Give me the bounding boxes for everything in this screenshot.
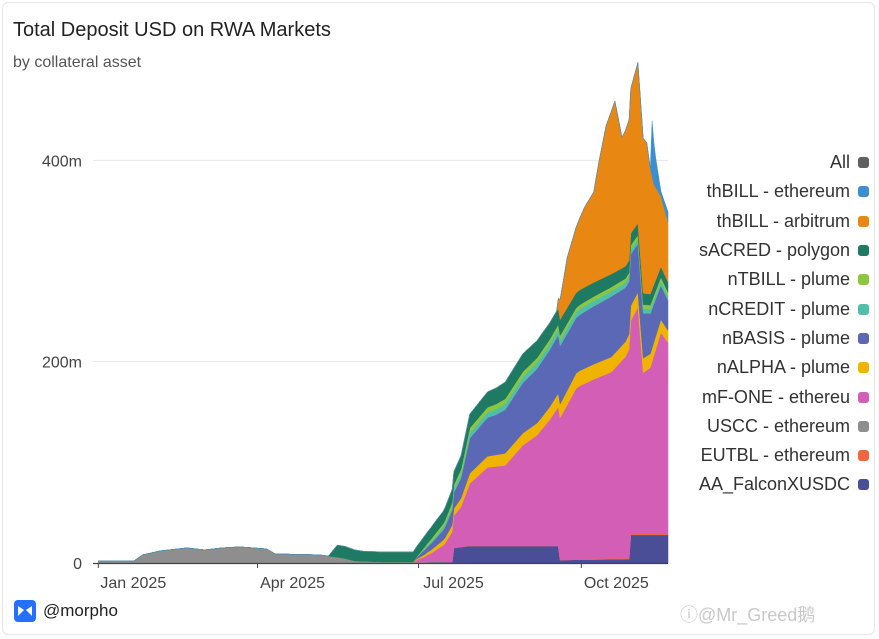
legend-label: sACRED - polygon [698,240,850,261]
watermark: ⓘ@Mr_Greed鹅 [680,605,816,625]
morpho-logo-icon [14,600,36,622]
legend-swatch-icon [858,391,869,403]
legend-swatch-icon [858,157,869,169]
legend-swatch-icon [858,245,869,257]
legend-swatch-icon [858,362,869,374]
brand[interactable]: @morpho [14,600,118,622]
legend-label: mF-ONE - ethereu [701,386,850,407]
legend-item[interactable]: All [669,148,869,177]
chart-legend: All thBILL - ethereum thBILL - arbitrum sAC… [669,148,869,500]
legend-item[interactable]: sACRED - polygon [669,236,869,265]
brand-handle: @morpho [43,601,118,620]
legend-item[interactable]: USCC - ethereum [669,412,869,441]
y-tick-label: 400m [42,153,82,170]
legend-item[interactable]: mF-ONE - ethereu [669,382,869,411]
legend-label: EUTBL - ethereum [700,445,850,466]
legend-item[interactable]: nALPHA - plume [669,353,869,382]
legend-item[interactable]: AA_FalconXUSDC [669,470,869,499]
y-tick-label: 200m [42,355,82,372]
legend-swatch-icon [858,303,869,315]
legend-item[interactable]: nBASIS - plume [669,324,869,353]
y-tick-label: 0 [73,556,82,573]
legend-label: USCC - ethereum [706,415,850,436]
legend-label: thBILL - ethereum [706,181,850,202]
legend-label: AA_FalconXUSDC [698,474,850,495]
x-tick-label: Oct 2025 [584,575,649,592]
legend-swatch-icon [858,186,869,198]
x-tick-label: Jul 2025 [423,575,484,592]
x-tick-label: Apr 2025 [260,575,325,592]
legend-item[interactable]: nCREDIT - plume [669,294,869,323]
chart-title: Total Deposit USD on RWA Markets [13,19,331,41]
legend-item[interactable]: nTBILL - plume [669,265,869,294]
legend-item[interactable]: thBILL - arbitrum [669,207,869,236]
legend-label: thBILL - arbitrum [716,210,850,231]
legend-swatch-icon [858,274,869,286]
legend-label: nTBILL - plume [727,269,850,290]
legend-label: nBASIS - plume [721,327,850,348]
legend-swatch-icon [858,332,869,344]
legend-swatch-icon [858,215,869,227]
area-series-thbill-ethereum [98,62,669,562]
legend-label: nCREDIT - plume [708,298,850,319]
legend-swatch-icon [858,450,869,462]
legend-label: All [829,152,850,173]
legend-label: nALPHA - plume [716,357,850,378]
chart-subtitle: by collateral asset [13,54,142,71]
legend-item[interactable]: thBILL - ethereum [669,177,869,206]
legend-swatch-icon [858,420,869,432]
legend-item[interactable]: EUTBL - ethereum [669,441,869,470]
x-tick-label: Jan 2025 [100,575,166,592]
legend-swatch-icon [858,479,869,491]
